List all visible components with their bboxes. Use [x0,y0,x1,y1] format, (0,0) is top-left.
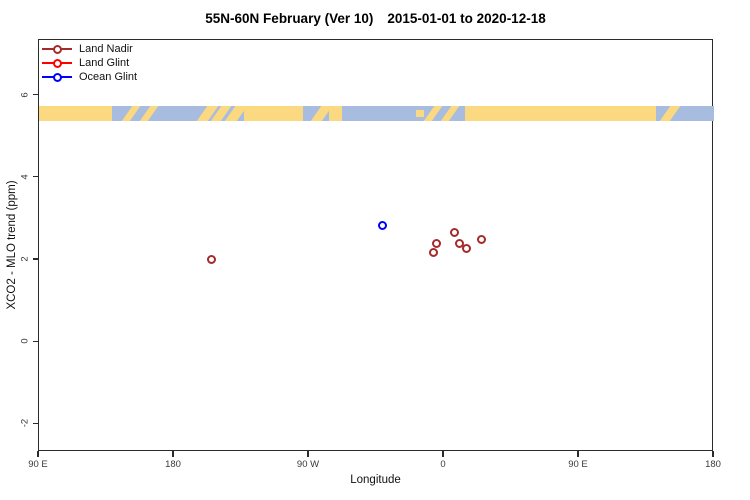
legend-circle [52,44,62,54]
y-tick-label: -2 [19,419,31,428]
legend-marker-icon [42,72,72,82]
land-patch [423,106,443,122]
chart-title-dates: 2015-01-01 to 2020-12-18 [387,11,546,26]
y-axis-title: XCO2 - MLO trend (ppm) [6,180,18,310]
y-tick-label: 2 [19,256,31,262]
land-patch [465,106,656,122]
data-point-land-nadir [428,248,438,258]
land-patch [329,106,342,122]
x-tick-label: 0 [440,459,446,470]
y-tick-mark [32,176,38,178]
y-tick-mark [32,422,38,425]
data-point-land-nadir [477,234,487,244]
land-patch [243,106,303,122]
y-tick-mark [32,258,38,260]
data-point-ocean-glint [377,220,387,230]
land-patch [139,106,159,122]
land-patch [440,106,460,122]
x-tick-mark [307,451,309,457]
legend-label: Ocean Glint [79,71,138,83]
x-tick-label: 180 [705,459,721,470]
x-tick-mark [37,451,39,457]
x-tick-mark [577,451,579,457]
legend-item: Land Glint [42,56,137,70]
x-tick-mark [712,451,714,457]
y-tick-label: 0 [19,338,31,344]
x-tick-mark [172,451,174,457]
plot-area: Land Nadir Land Glint Ocean Glint [38,39,714,451]
legend-label: Land Glint [79,57,130,69]
x-tick-label: 180 [165,459,181,470]
x-tick-label: 90 W [296,459,320,470]
data-point-land-nadir [462,244,472,254]
y-tick-mark [32,340,38,342]
legend-item: Ocean Glint [42,70,137,84]
y-tick-label: 4 [19,174,31,180]
land-patch [416,109,424,118]
legend: Land Nadir Land Glint Ocean Glint [42,42,137,84]
data-point-land-nadir [432,238,442,248]
map-band [39,106,714,122]
y-tick-label: 6 [19,91,31,98]
x-axis-title: Longitude [350,474,401,486]
x-tick-label: 90 E [28,459,48,470]
land-patch [39,106,112,122]
legend-label: Land Nadir [79,43,133,55]
y-tick-mark [32,93,38,96]
x-tick-mark [442,451,444,457]
data-point-land-nadir [449,228,459,238]
legend-circle [52,72,62,82]
x-tick-label: 90 E [568,459,588,470]
land-patch [659,106,681,122]
legend-marker-icon [42,44,72,54]
data-point-land-nadir [454,238,464,248]
legend-circle [52,58,62,68]
land-patch [121,106,141,122]
legend-marker-icon [42,58,72,68]
chart-title-main: 55N-60N February (Ver 10) [205,11,374,26]
chart-title: 55N-60N February (Ver 10) 2015-01-01 to … [38,11,713,29]
data-point-land-nadir [207,254,217,264]
legend-item: Land Nadir [42,42,137,56]
